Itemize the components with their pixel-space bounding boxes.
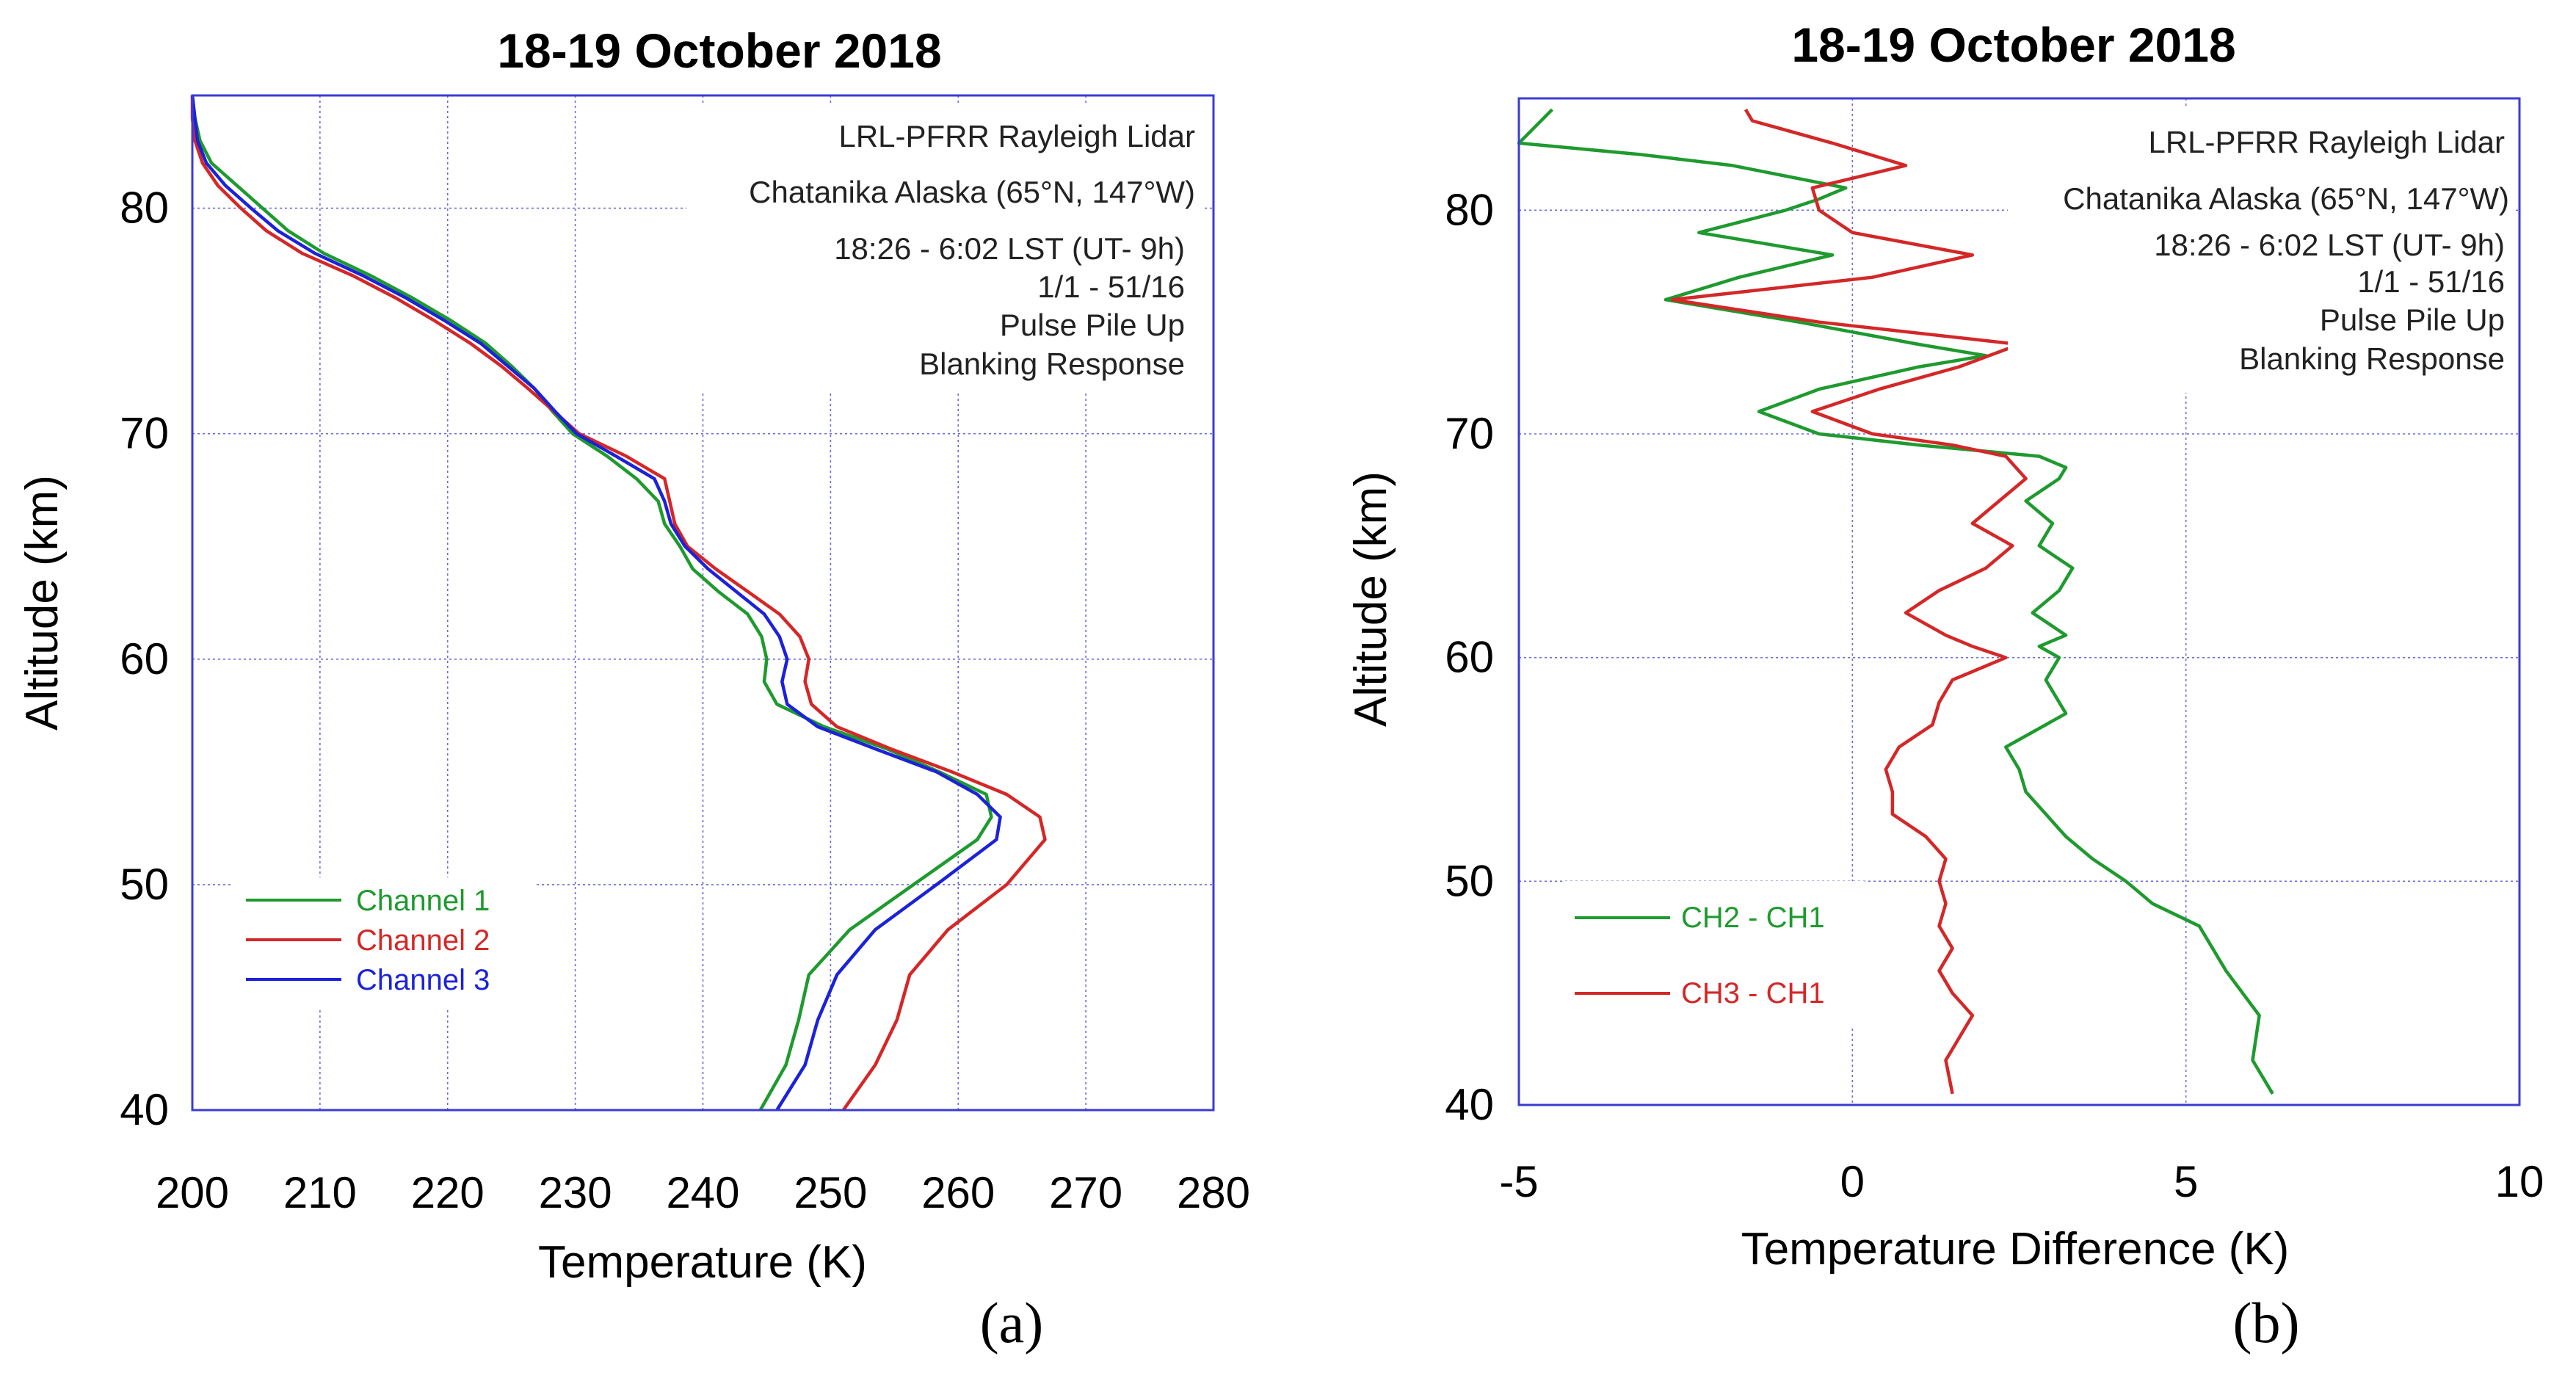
panel-a-info-box: LRL-PFRR Rayleigh Lidar Chatanika Alaska… <box>686 103 1204 393</box>
panel-b-info-line: Blanking Response <box>2239 341 2505 376</box>
series-line-ch3-ch1 <box>1670 109 2028 1095</box>
panel-a-y-tick-label: 60 <box>120 634 169 684</box>
panel-a-y-tick-label: 40 <box>120 1085 169 1134</box>
panel-b-info-line: 18:26 - 6:02 LST (UT- 9h) <box>2154 228 2505 262</box>
panel-a-info-line: LRL-PFRR Rayleigh Lidar <box>838 119 1195 153</box>
panel-a-info-line: Chatanika Alaska (65°N, 147°W) <box>749 175 1195 209</box>
panel-a-x-tick-label: 250 <box>794 1168 867 1217</box>
panel-b-info-line: 1/1 - 51/16 <box>2357 264 2505 299</box>
panel-a-x-tick-label: 240 <box>666 1168 739 1217</box>
panel-a-y-tick-label: 80 <box>120 184 169 233</box>
panel-a-chart: 18-19 October 2018 200 210 220 230 240 250 260… <box>17 23 1250 1355</box>
panel-b-xlabel: Temperature Difference (K) <box>1741 1224 2290 1275</box>
panel-b-info-line: Chatanika Alaska (65°N, 147°W) <box>2063 181 2509 216</box>
panel-b-y-tick-label: 80 <box>1445 185 1494 234</box>
series-line-channel-1 <box>190 95 993 1112</box>
panel-b-title: 18-19 October 2018 <box>1791 18 2235 72</box>
series-line-ch2-ch1 <box>1517 108 2274 1095</box>
panel-b-plot-frame <box>1517 97 2521 1106</box>
panel-b-y-tick-label: 60 <box>1445 633 1494 682</box>
panel-a-title: 18-19 October 2018 <box>497 23 941 78</box>
panel-a-x-tick-label: 220 <box>411 1168 485 1217</box>
panel-a-x-tick-label: 260 <box>921 1168 995 1217</box>
legend-label-ch3-ch1: CH3 - CH1 <box>1681 977 1825 1010</box>
panel-a-x-tick-label: 270 <box>1049 1168 1122 1217</box>
panel-b-y-tick-label: 70 <box>1445 409 1494 458</box>
panel-a-info-line: 1/1 - 51/16 <box>1037 269 1185 304</box>
panel-b-x-tick-label: 0 <box>1840 1157 1865 1206</box>
panel-a-info-line: Pulse Pile Up <box>1000 308 1185 342</box>
series-line-channel-3 <box>190 95 1002 1112</box>
panel-a-x-tick-label: 210 <box>283 1168 357 1217</box>
panel-b-chart: 18-19 October 2018 -5 0 5 10 40 50 60 70 80 Temp… <box>1346 18 2544 1355</box>
legend-label-channel-1: Channel 1 <box>356 885 490 917</box>
panel-b-ylabel: Altitude (km) <box>1346 471 1396 727</box>
panel-a-x-tick-label: 200 <box>156 1168 229 1217</box>
panel-b-info-box: LRL-PFRR Rayleigh Lidar Chatanika Alaska… <box>2008 106 2514 393</box>
panel-a-plot-frame <box>191 94 1215 1112</box>
panel-b-info-line: LRL-PFRR Rayleigh Lidar <box>2148 125 2505 159</box>
panel-b-legend: CH2 - CH1 CH3 - CH1 <box>1564 881 1865 1028</box>
panel-b-x-tick-label: 5 <box>2174 1157 2198 1206</box>
panel-a-y-tick-label: 50 <box>120 860 169 909</box>
legend-label-channel-3: Channel 3 <box>356 964 490 996</box>
panel-a-x-tick-label: 230 <box>539 1168 612 1217</box>
legend-label-channel-2: Channel 2 <box>356 924 490 957</box>
legend-label-ch2-ch1: CH2 - CH1 <box>1681 902 1825 934</box>
panel-b-x-tick-label: 10 <box>2495 1157 2544 1206</box>
panel-b-y-tick-label: 50 <box>1445 856 1494 905</box>
series-line-channel-2 <box>190 95 1047 1112</box>
panel-a-y-tick-label: 70 <box>120 409 169 458</box>
panel-b-info-line: Pulse Pile Up <box>2320 302 2505 337</box>
panel-a-legend: Channel 1 Channel 2 Channel 3 <box>233 877 534 1010</box>
panel-b-letter: (b) <box>2233 1291 2300 1355</box>
panel-b-x-tick-label: -5 <box>1499 1157 1538 1206</box>
panel-a-info-line: Blanking Response <box>919 347 1185 381</box>
panel-a-xlabel: Temperature (K) <box>538 1237 867 1288</box>
panel-a-x-tick-label: 280 <box>1177 1168 1250 1217</box>
panel-b-y-tick-label: 40 <box>1445 1080 1494 1129</box>
panel-a-info-line: 18:26 - 6:02 LST (UT- 9h) <box>834 231 1185 266</box>
panel-a-letter: (a) <box>980 1291 1044 1355</box>
panel-a-ylabel: Altitude (km) <box>17 475 68 731</box>
